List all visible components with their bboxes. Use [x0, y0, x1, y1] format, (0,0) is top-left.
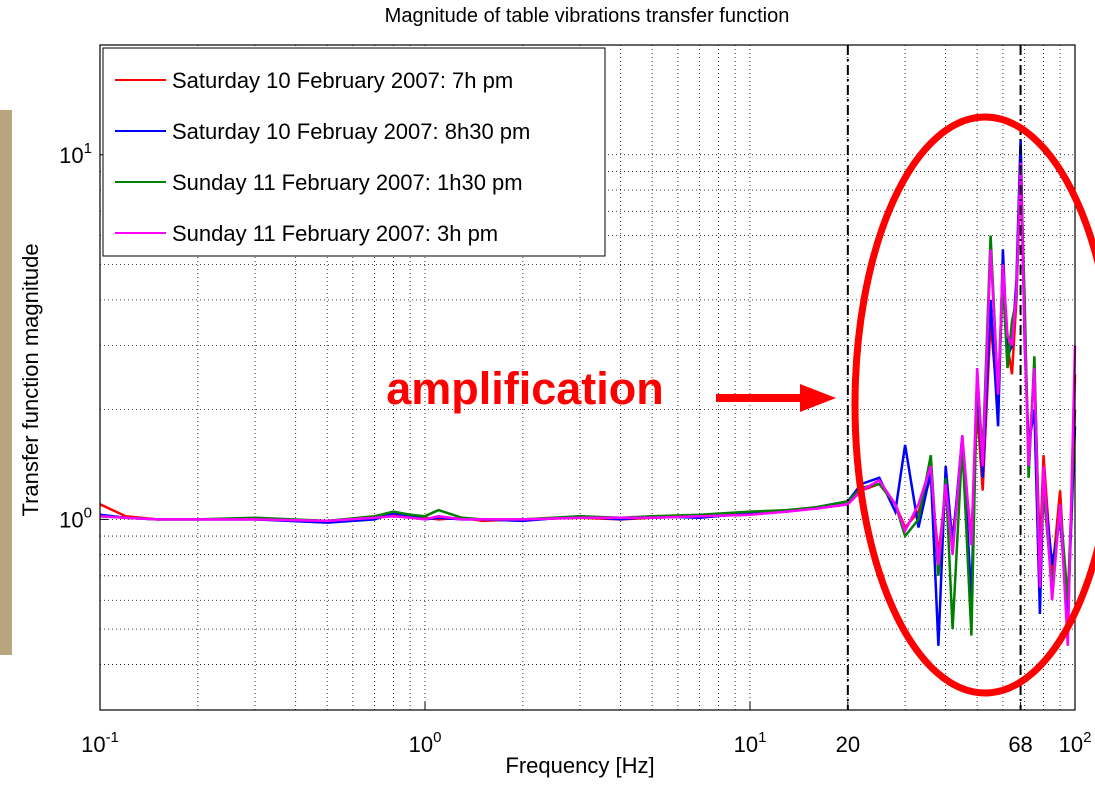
legend: Saturday 10 February 2007: 7h pm Saturday…: [102, 47, 606, 257]
x-tick-label: 10-1: [81, 729, 119, 757]
plot-frame: [99, 44, 1076, 711]
background-photo-edge: [0, 110, 12, 655]
annotation: amplification: [386, 363, 664, 414]
y-tick-label: 101: [59, 140, 92, 168]
y-tick-label: 100: [59, 504, 92, 532]
legend-label: Saturday 10 February 2007: 7h pm: [172, 68, 513, 93]
x-tick-label: 102: [1059, 729, 1092, 757]
x-tick-label: 101: [734, 729, 767, 757]
x-tick-label: 100: [409, 729, 442, 757]
annotation-arrow-head: [800, 384, 836, 412]
chart-title: Magnitude of table vibrations transfer f…: [385, 5, 790, 27]
series-line: [99, 162, 1077, 646]
highlight-ellipse: [851, 113, 1095, 697]
legend-label: Saturday 10 Februay 2007: 8h30 pm: [172, 119, 530, 144]
x-axis-label: Frequency [Hz]: [505, 753, 654, 778]
legend-label: Sunday 11 February 2007: 1h30 pm: [172, 170, 523, 195]
x-tick-label: 20: [836, 732, 860, 757]
legend-label: Sunday 11 February 2007: 3h pm: [172, 221, 498, 246]
legend-box: [102, 47, 606, 257]
x-tick-label: 68: [1008, 732, 1032, 757]
y-axis-label: Transfer function magnitude: [18, 243, 43, 516]
